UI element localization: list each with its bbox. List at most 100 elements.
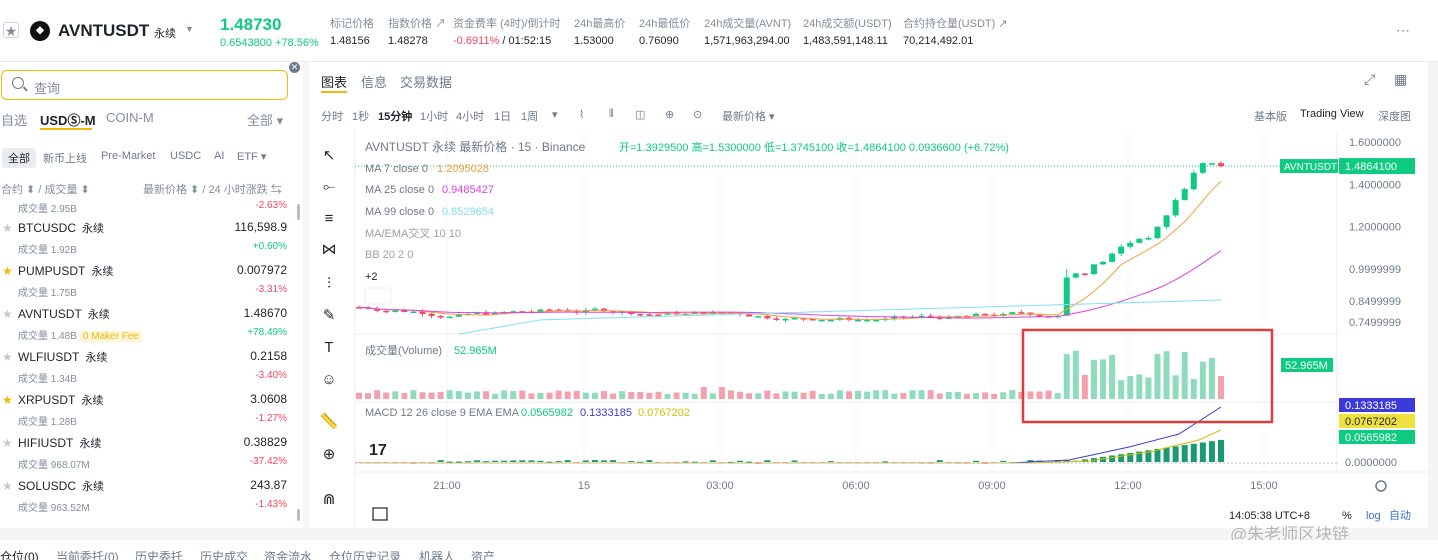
favorite-star-icon[interactable]: ★	[2, 221, 13, 235]
tf-15m[interactable]: 15分钟	[378, 111, 413, 123]
candle-body	[1190, 172, 1197, 190]
volume-bar	[428, 392, 435, 399]
macd-hist	[737, 460, 744, 462]
tf-1h[interactable]: 1小时	[420, 111, 449, 123]
time-tick-label: 06:00	[842, 480, 870, 492]
scrollbar[interactable]	[297, 204, 300, 220]
brush-icon[interactable]: ✎	[322, 307, 336, 324]
volume-bar	[392, 391, 399, 399]
view-tradingview[interactable]: Trading View	[1300, 108, 1364, 120]
tab-open-orders[interactable]: 当前委托(0)	[56, 550, 119, 560]
favorite-star-icon[interactable]: ★	[3, 22, 19, 39]
tab-favorites[interactable]: 自选	[1, 113, 28, 128]
chart-canvas[interactable]: 1.6000000 1.4000000 1.2000000 0.9999999 0.84…	[309, 62, 1428, 528]
tab-bots[interactable]: 机器人	[419, 550, 456, 560]
horizontal-lines-icon[interactable]: ≡	[324, 210, 334, 227]
price-type-dropdown[interactable]: 最新价格 ▾	[722, 111, 775, 123]
tab-positions[interactable]: 仓位(0)	[0, 550, 39, 560]
layout-grid-icon[interactable]: ▦	[1394, 71, 1408, 87]
index-price-label[interactable]: 指数价格 ↗	[388, 18, 447, 30]
tab-chart[interactable]: 图表	[321, 75, 348, 90]
macd-hist	[1109, 455, 1116, 462]
tab-assets[interactable]: 资产	[471, 550, 496, 560]
cursor-icon[interactable]: ↖	[322, 147, 336, 164]
list-item-symbol[interactable]: HIFIUSDT 永续	[18, 436, 102, 450]
settings-icon[interactable]: ⊙	[693, 109, 703, 121]
list-item-symbol[interactable]: PUMPUSDT 永续	[18, 264, 114, 278]
filter-usdc[interactable]: USDC	[170, 150, 202, 162]
tab-trading-data[interactable]: 交易数据	[400, 75, 453, 90]
filter-ai[interactable]: AI	[214, 150, 225, 162]
tf-more-dropdown[interactable]: ▾	[552, 109, 558, 121]
favorite-star-icon[interactable]: ★	[2, 350, 13, 364]
high-24h-value: 1.53000	[574, 35, 614, 47]
tf-time-sharing[interactable]: 分时	[321, 111, 343, 123]
filter-pre-market[interactable]: Pre-Market	[101, 150, 156, 162]
tab-order-history[interactable]: 历史委托	[135, 550, 184, 560]
favorite-star-icon[interactable]: ★	[2, 393, 13, 407]
symbol-title[interactable]: AVNTUSDT	[58, 21, 150, 40]
favorite-star-icon[interactable]: ★	[2, 264, 13, 278]
list-item-symbol[interactable]: SOLUSDC 永续	[18, 479, 105, 493]
list-item-symbol[interactable]: XRPUSDT 永续	[18, 393, 104, 407]
candle-body	[410, 311, 417, 314]
col-header-symbol[interactable]: 合约 ⬍ / 成交量 ⬍	[1, 184, 90, 196]
magnet-icon[interactable]: ⋒	[322, 491, 336, 508]
favorite-star-icon[interactable]: ★	[2, 436, 13, 450]
volume-avnt-value: 1,571,963,294.00	[704, 35, 790, 47]
tab-all-dropdown[interactable]: 全部 ▾	[247, 113, 284, 128]
view-depth[interactable]: 深度图	[1378, 111, 1411, 123]
tf-1s[interactable]: 1秒	[352, 111, 370, 123]
text-icon[interactable]: T	[324, 339, 334, 356]
candle-body	[483, 312, 490, 315]
tf-4h[interactable]: 4小时	[456, 111, 485, 123]
tab-coin-m[interactable]: COIN-M	[106, 110, 154, 125]
add-icon[interactable]: ⊕	[665, 109, 675, 121]
indicator-icon[interactable]: ⌇	[579, 109, 585, 121]
ruler-icon[interactable]: 📏	[319, 413, 339, 430]
volume-bar	[900, 393, 907, 399]
search-icon	[12, 77, 24, 89]
tab-info[interactable]: 信息	[361, 75, 388, 90]
tab-trade-history[interactable]: 历史成交	[200, 550, 249, 560]
macd-hist	[628, 461, 635, 463]
favorite-star-icon[interactable]: ★	[2, 307, 13, 321]
volume-bar	[591, 392, 598, 399]
volume-bar	[1190, 379, 1197, 399]
list-item-symbol[interactable]: AVNTUSDT 永续	[18, 307, 110, 321]
emoji-icon[interactable]: ☺	[321, 371, 337, 388]
list-item-symbol[interactable]: WLFIUSDT 永续	[18, 350, 108, 364]
candle-body	[419, 311, 426, 314]
fib-icon[interactable]: ⫶	[327, 275, 331, 292]
camera-icon[interactable]: ◫	[635, 109, 646, 121]
search-input[interactable]: 查询	[1, 70, 288, 100]
col-header-price[interactable]: 最新价格 ⬍ / 24 小时涨跌 ⇆	[143, 184, 282, 196]
volume-bar	[1072, 350, 1079, 399]
more-icon[interactable]: ⋯	[1396, 22, 1410, 38]
candle-body	[537, 309, 544, 312]
chevron-down-icon[interactable]: ▼	[185, 24, 194, 34]
view-basic[interactable]: 基本版	[1254, 111, 1287, 123]
close-icon[interactable]: ✕	[289, 62, 300, 73]
expand-icon[interactable]: ⤢	[1364, 71, 1376, 87]
zoom-in-icon[interactable]: ⊕	[322, 446, 336, 463]
filter-etf[interactable]: ETF ▾	[237, 151, 267, 163]
tab-fund-flow[interactable]: 资金流水	[264, 550, 313, 560]
trend-line-icon[interactable]: ⟜	[322, 178, 335, 195]
candle-body	[855, 319, 862, 322]
tab-position-history[interactable]: 仓位历史记录	[329, 550, 402, 560]
candle-body	[1172, 200, 1179, 216]
filter-new-listing[interactable]: 新币上线	[43, 153, 87, 165]
filter-all[interactable]: 全部	[2, 148, 36, 168]
list-item-symbol[interactable]: BTCUSDC 永续	[18, 221, 105, 235]
tab-usds-m[interactable]: USDⓈ-M	[40, 113, 96, 128]
macd-hist	[510, 460, 517, 462]
tf-1d[interactable]: 1日	[494, 111, 512, 123]
macd-tag: 0.0767202	[1345, 416, 1397, 428]
tf-1w[interactable]: 1周	[521, 111, 539, 123]
candle-style-icon[interactable]: ⫴	[609, 108, 614, 120]
scrollbar-bottom[interactable]	[297, 509, 300, 521]
open-interest-label[interactable]: 合约持仓量(USDT) ↗	[903, 18, 1008, 30]
pattern-icon[interactable]: ⋈	[321, 241, 337, 258]
favorite-star-icon[interactable]: ★	[2, 479, 13, 493]
